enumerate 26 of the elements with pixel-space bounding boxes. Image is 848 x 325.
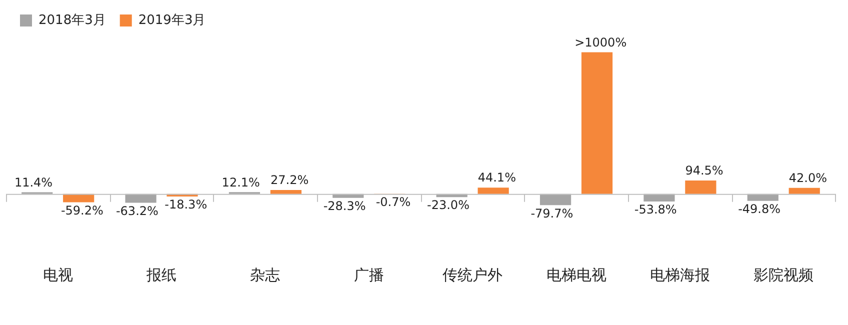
data-label: 12.1%: [222, 175, 260, 190]
x-tick-label: 广播: [354, 266, 384, 284]
data-label: 44.1%: [478, 170, 516, 185]
x-tick-label: 杂志: [250, 266, 280, 284]
x-tick-label: 电梯海报: [650, 266, 710, 284]
data-label: -59.2%: [60, 203, 104, 218]
data-label: -49.8%: [738, 202, 781, 216]
legend-label: 2019年3月: [138, 12, 206, 28]
data-label: -0.7%: [376, 195, 411, 210]
legend-label: 2018年3月: [38, 12, 106, 28]
data-label: -53.8%: [634, 202, 677, 217]
data-label: 27.2%: [270, 173, 309, 188]
data-label: -63.2%: [116, 204, 158, 218]
data-label: -18.3%: [164, 198, 208, 212]
data-label: 94.5%: [685, 164, 724, 178]
x-tick-label: 电视: [42, 266, 73, 284]
x-tick-label: 传统户外: [442, 266, 503, 284]
data-label: -79.7%: [530, 206, 574, 220]
data-label: 42.0%: [788, 171, 828, 186]
data-label: 11.4%: [14, 175, 53, 190]
data-label: >1000%: [574, 35, 627, 50]
data-label: -28.3%: [323, 198, 366, 213]
x-tick-label: 影院视频: [754, 266, 814, 284]
x-tick-label: 报纸: [146, 266, 177, 284]
x-tick-label: 电梯电视: [546, 266, 606, 284]
data-label: -23.0%: [427, 198, 470, 212]
